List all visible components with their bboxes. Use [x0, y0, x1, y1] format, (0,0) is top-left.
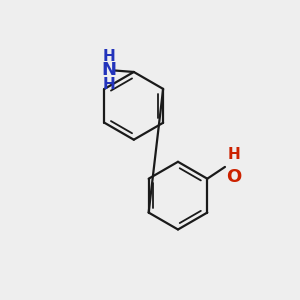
Text: H: H [103, 77, 116, 92]
Text: H: H [227, 147, 240, 162]
Text: H: H [103, 49, 116, 64]
Text: O: O [226, 168, 242, 186]
Text: N: N [102, 61, 117, 80]
